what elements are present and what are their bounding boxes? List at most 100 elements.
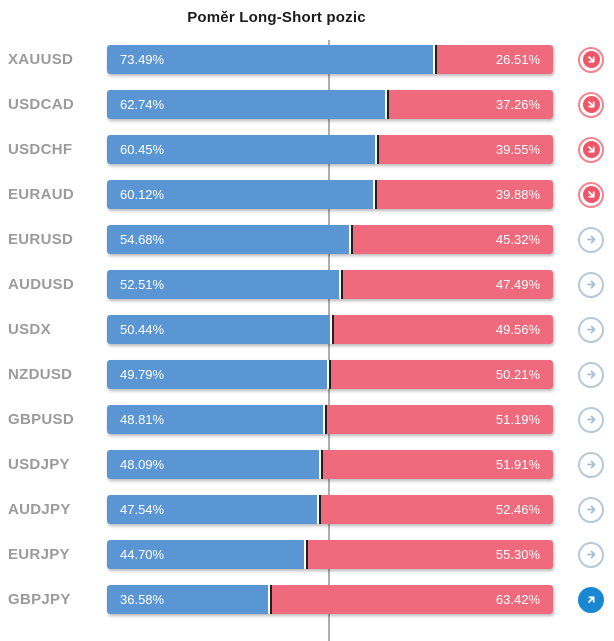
long-percent-label: 54.68% [120,232,165,247]
short-percent-label: 55.30% [495,547,540,562]
pair-row: AUDJPY 47.54% 52.46% [0,495,614,524]
short-segment: 63.42% [270,585,553,614]
signal-neutral-arrow-icon[interactable] [578,406,604,433]
long-short-bar: 52.51% 47.49% [107,270,553,299]
pair-symbol: EURAUD [8,186,74,203]
long-percent-label: 50.44% [120,322,165,337]
short-segment: 45.32% [350,225,553,254]
pair-row: EURUSD 54.68% 45.32% [0,225,614,254]
short-percent-label: 49.56% [495,322,540,337]
signal-down-arrow-icon[interactable] [578,181,604,208]
arrow-glyph [583,321,600,338]
arrow-glyph [583,366,600,383]
long-segment: 73.49% [107,45,435,74]
arrow-glyph [583,276,600,293]
long-percent-label: 60.45% [120,142,165,157]
long-percent-label: 44.70% [120,547,165,562]
pair-row: EURJPY 44.70% 55.30% [0,540,614,569]
pair-symbol: XAUUSD [8,51,74,68]
long-percent-label: 52.51% [120,277,165,292]
long-percent-label: 48.81% [120,412,165,427]
short-segment: 49.56% [331,315,553,344]
long-short-bar: 73.49% 26.51% [107,45,553,74]
long-segment: 36.58% [107,585,271,614]
short-percent-label: 51.19% [495,412,540,427]
arrow-glyph [582,141,600,158]
signal-neutral-arrow-icon[interactable] [578,271,604,298]
pair-symbol: GBPJPY [8,591,71,608]
long-percent-label: 49.79% [120,367,165,382]
long-short-bar: 36.58% 63.42% [107,585,553,614]
pair-symbol: USDCHF [8,141,73,158]
pair-symbol: GBPUSD [8,411,74,428]
long-short-bar: 60.45% 39.55% [107,135,553,164]
signal-neutral-arrow-icon[interactable] [578,541,604,568]
long-segment: 44.70% [107,540,307,569]
long-segment: 48.09% [107,450,322,479]
short-percent-label: 63.42% [495,592,540,607]
short-segment: 26.51% [434,45,553,74]
short-segment: 39.55% [376,135,553,164]
arrow-glyph [582,186,600,203]
long-percent-label: 73.49% [120,52,165,67]
pair-row: NZDUSD 49.79% 50.21% [0,360,614,389]
chart-title: Poměr Long-Short pozic [187,9,366,26]
signal-neutral-arrow-icon[interactable] [578,316,604,343]
arrow-glyph [583,411,600,428]
signal-neutral-arrow-icon[interactable] [578,451,604,478]
pair-row: GBPUSD 48.81% 51.19% [0,405,614,434]
pair-symbol: EURUSD [8,231,74,248]
arrow-glyph [583,501,600,518]
long-percent-label: 60.12% [120,187,165,202]
short-segment: 39.88% [375,180,553,209]
long-short-bar: 49.79% 50.21% [107,360,553,389]
short-segment: 55.30% [306,540,553,569]
short-segment: 51.91% [321,450,553,479]
signal-neutral-arrow-icon[interactable] [578,361,604,388]
signal-neutral-arrow-icon[interactable] [578,496,604,523]
short-percent-label: 26.51% [495,52,540,67]
long-segment: 50.44% [107,315,332,344]
arrow-glyph [583,231,600,248]
short-segment: 52.46% [319,495,553,524]
signal-neutral-arrow-icon[interactable] [578,226,604,253]
long-short-bar: 44.70% 55.30% [107,540,553,569]
pair-rows-list: XAUUSD 73.49% 26.51% USDCAD 62.74% 37.26… [0,45,614,614]
long-segment: 47.54% [107,495,320,524]
short-segment: 51.19% [324,405,553,434]
arrow-glyph [583,456,600,473]
pair-row: USDCHF 60.45% 39.55% [0,135,614,164]
signal-up-arrow-icon[interactable] [578,586,604,613]
arrow-glyph [582,51,600,68]
long-short-bar: 60.12% 39.88% [107,180,553,209]
short-percent-label: 39.55% [495,142,540,157]
long-segment: 54.68% [107,225,351,254]
pair-symbol: USDJPY [8,456,70,473]
pair-row: USDX 50.44% 49.56% [0,315,614,344]
long-short-bar: 62.74% 37.26% [107,90,553,119]
arrow-glyph [582,591,600,608]
signal-down-arrow-icon[interactable] [578,46,604,73]
short-segment: 47.49% [341,270,553,299]
short-percent-label: 37.26% [495,97,540,112]
short-percent-label: 51.91% [495,457,540,472]
pair-row: XAUUSD 73.49% 26.51% [0,45,614,74]
pair-row: EURAUD 60.12% 39.88% [0,180,614,209]
pair-row: USDJPY 48.09% 51.91% [0,450,614,479]
short-percent-label: 47.49% [495,277,540,292]
pair-row: USDCAD 62.74% 37.26% [0,90,614,119]
arrow-glyph [583,546,600,563]
long-short-bar: 48.09% 51.91% [107,450,553,479]
short-segment: 37.26% [386,90,553,119]
pair-symbol: USDX [8,321,51,338]
long-short-bar: 47.54% 52.46% [107,495,553,524]
pair-row: GBPJPY 36.58% 63.42% [0,585,614,614]
long-segment: 60.12% [107,180,376,209]
pair-symbol: EURJPY [8,546,70,563]
long-percent-label: 36.58% [120,592,165,607]
pair-row: AUDUSD 52.51% 47.49% [0,270,614,299]
long-segment: 52.51% [107,270,342,299]
signal-down-arrow-icon[interactable] [578,91,604,118]
signal-down-arrow-icon[interactable] [578,136,604,163]
short-percent-label: 45.32% [495,232,540,247]
